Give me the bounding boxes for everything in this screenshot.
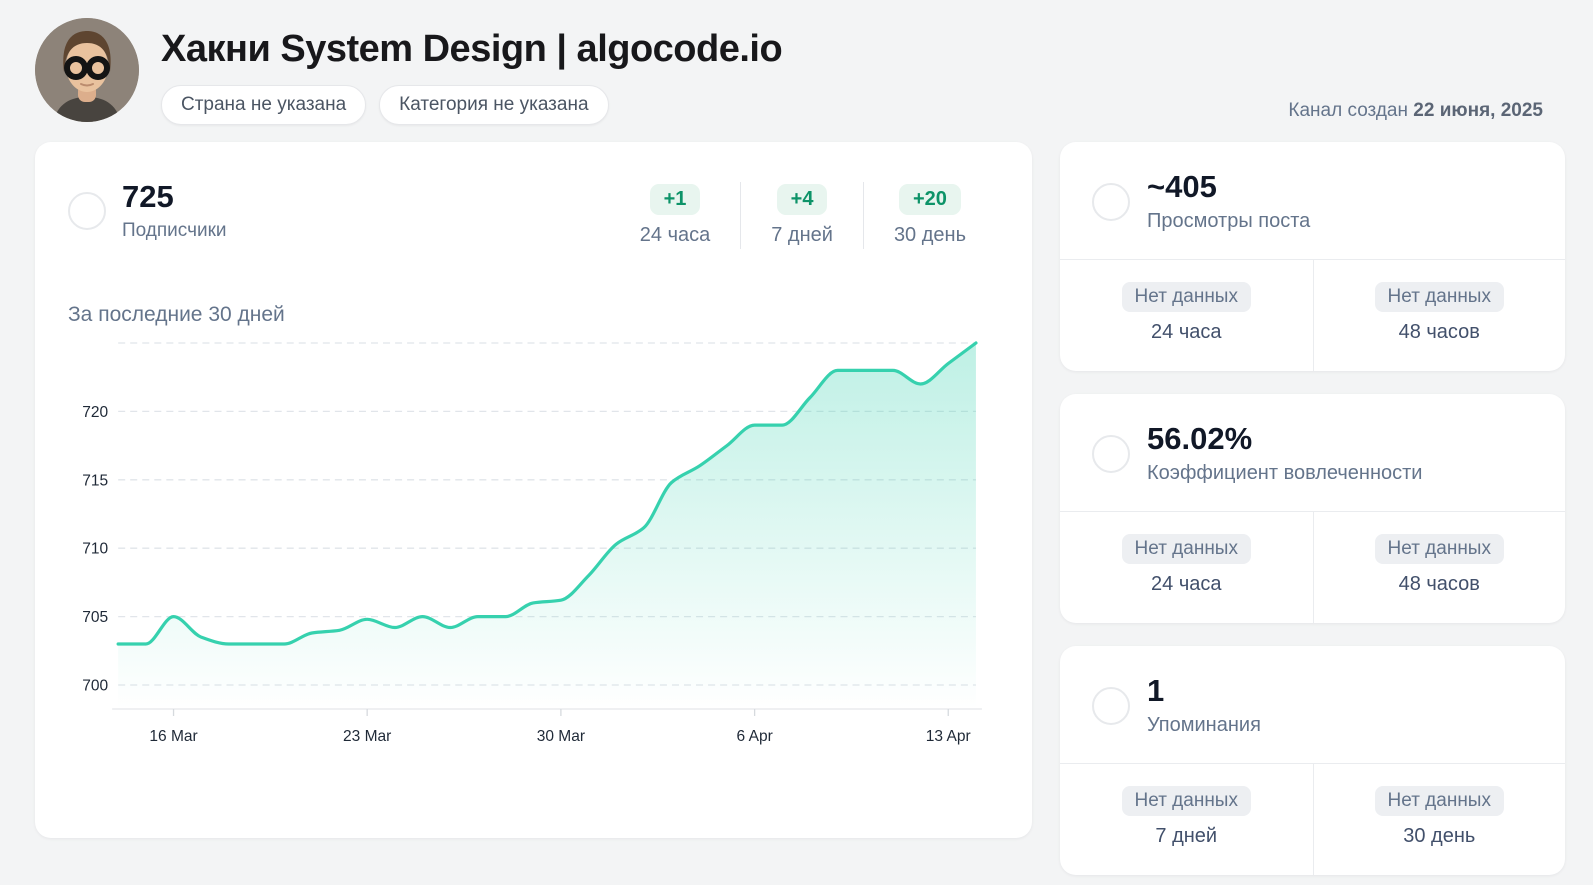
chart-title: За последние 30 дней	[68, 303, 285, 326]
stats-sidebar: ~405 Просмотры поста Нет данных 24 часа …	[1060, 142, 1566, 876]
no-data-badge: Нет данных	[1374, 786, 1504, 817]
svg-text:710: 710	[82, 541, 108, 558]
delta-24h-period: 24 часа	[639, 224, 711, 246]
mentions-head: 1 Упоминания	[1060, 646, 1565, 763]
channel-badges: Страна не указана Категория не указана	[161, 85, 782, 125]
delta-divider	[740, 182, 742, 249]
svg-text:30 Mar: 30 Mar	[537, 728, 585, 745]
subscribers-chart-svg: 700 705 710 715 720 16 Mar 23 Mar 30 Mar 6 Apr 13…	[82, 341, 982, 745]
subscribers-area-chart[interactable]: 700 705 710 715 720 16 Mar 23 Mar 30 Mar 6 Apr 13…	[68, 333, 996, 763]
svg-text:16 Mar: 16 Mar	[149, 728, 197, 745]
delta-divider	[862, 182, 864, 249]
svg-text:23 Mar: 23 Mar	[343, 728, 391, 745]
dashboard-content: 725 Подписчики +1 24 часа +4 7 дней	[0, 125, 1593, 876]
mentions-card: 1 Упоминания Нет данных 7 дней Нет данны…	[1060, 646, 1566, 876]
channel-header: Хакни System Design | algocode.io Страна…	[0, 0, 1593, 125]
delta-7d-badge: +4	[776, 184, 828, 215]
svg-text:13 Apr: 13 Apr	[926, 728, 971, 745]
engagement-cells: Нет данных 24 часа Нет данных 48 часов	[1060, 511, 1566, 624]
engagement-rate-head: 56.02% Коэффициент вовлеченности	[1060, 394, 1565, 511]
no-data-badge: Нет данных	[1121, 282, 1251, 313]
subscribers-value: 725	[122, 179, 174, 214]
post-views-card: ~405 Просмотры поста Нет данных 24 часа …	[1060, 142, 1566, 372]
engagement-label: Коэффициент вовлеченности	[1147, 462, 1423, 485]
channel-avatar	[35, 18, 139, 122]
country-badge: Страна не указана	[161, 85, 367, 125]
post-views-cell-48h: Нет данных 48 часов	[1312, 260, 1566, 372]
subscribers-deltas: +1 24 часа +4 7 дней +20 30 день	[610, 180, 996, 251]
post-views-label: Просмотры поста	[1147, 210, 1311, 233]
post-views-value: ~405	[1147, 169, 1217, 204]
cell-period: 48 часов	[1398, 573, 1480, 596]
subscribers-card: 725 Подписчики +1 24 часа +4 7 дней	[35, 142, 1032, 838]
svg-text:6 Apr: 6 Apr	[736, 728, 772, 745]
subscribers-card-head: 725 Подписчики +1 24 часа +4 7 дней	[68, 179, 996, 251]
post-views-cell-24h: Нет данных 24 часа	[1060, 260, 1313, 371]
cell-period: 24 часа	[1151, 321, 1222, 344]
engagement-value: 56.02%	[1147, 421, 1253, 457]
cell-period: 30 день	[1403, 825, 1476, 848]
engagement-cell-24h: Нет данных 24 часа	[1060, 512, 1313, 623]
post-views-cells: Нет данных 24 часа Нет данных 48 часов	[1060, 259, 1566, 372]
cell-period: 7 дней	[1155, 825, 1218, 848]
mentions-cell-7d: Нет данных 7 дней	[1060, 764, 1313, 875]
svg-text:700: 700	[82, 678, 108, 695]
subscribers-circle-icon	[68, 192, 106, 231]
created-label: Канал создан	[1288, 100, 1408, 121]
delta-30d-period: 30 день	[893, 224, 966, 246]
post-views-circle-icon	[1092, 182, 1130, 221]
svg-text:720: 720	[82, 404, 108, 421]
cell-period: 24 часа	[1151, 573, 1222, 596]
no-data-badge: Нет данных	[1374, 534, 1504, 565]
mentions-label: Упоминания	[1147, 714, 1261, 737]
delta-7d: +4 7 дней	[741, 180, 863, 251]
cell-period: 48 часов	[1398, 321, 1480, 344]
mentions-circle-icon	[1092, 686, 1130, 725]
subscribers-metric: 725 Подписчики	[68, 179, 227, 242]
mentions-cell-30d: Нет данных 30 день	[1312, 764, 1566, 876]
mentions-value: 1	[1147, 673, 1165, 709]
channel-created-date: Канал создан 22 июня, 2025	[1288, 100, 1543, 122]
engagement-rate-card: 56.02% Коэффициент вовлеченности Нет дан…	[1060, 394, 1566, 624]
category-badge: Категория не указана	[379, 85, 609, 125]
subscribers-label: Подписчики	[122, 220, 227, 242]
delta-7d-period: 7 дней	[771, 224, 833, 246]
engagement-circle-icon	[1092, 434, 1130, 473]
post-views-head: ~405 Просмотры поста	[1060, 142, 1565, 259]
svg-text:705: 705	[82, 609, 108, 626]
no-data-badge: Нет данных	[1121, 534, 1251, 565]
delta-24h-badge: +1	[649, 184, 701, 215]
page-title: Хакни System Design | algocode.io	[161, 28, 783, 70]
svg-text:715: 715	[82, 472, 108, 489]
avatar-illustration	[35, 18, 139, 122]
delta-24h: +1 24 часа	[610, 180, 740, 251]
delta-30d: +20 30 день	[864, 180, 996, 251]
no-data-badge: Нет данных	[1374, 282, 1504, 313]
created-value: 22 июня, 2025	[1413, 100, 1543, 121]
engagement-cell-48h: Нет данных 48 часов	[1312, 512, 1566, 624]
mentions-cells: Нет данных 7 дней Нет данных 30 день	[1060, 763, 1566, 876]
delta-30d-badge: +20	[899, 184, 961, 215]
no-data-badge: Нет данных	[1121, 786, 1251, 817]
